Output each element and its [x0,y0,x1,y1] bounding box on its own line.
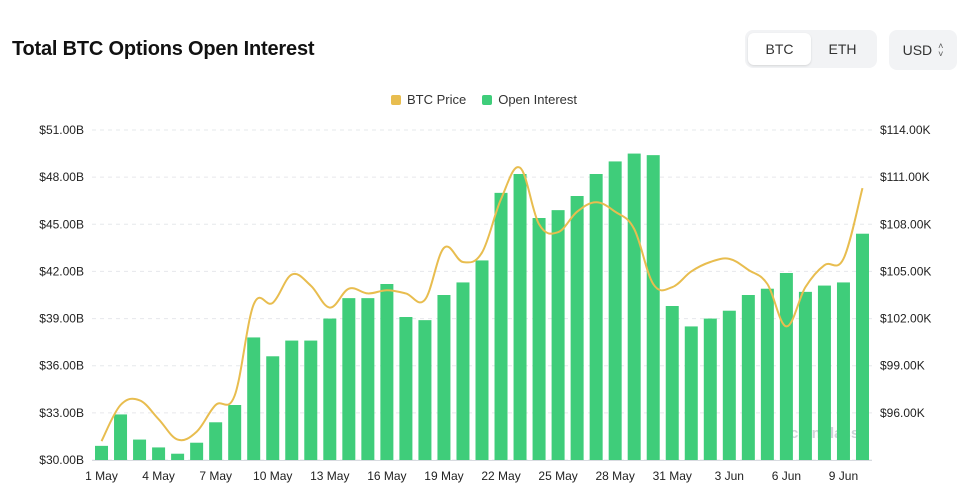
x-tick-label: 19 May [424,469,463,483]
open-interest-bar[interactable] [475,260,489,460]
open-interest-bar[interactable] [456,282,470,460]
y-left-tick-label: $39.00B [39,312,84,326]
open-interest-bar[interactable] [855,233,869,460]
eth-tab[interactable]: ETH [828,41,857,57]
currency-select[interactable]: USD ˄ ˅ [889,30,957,70]
x-tick-label: 6 Jun [772,469,801,483]
y-left-tick-label: $48.00B [39,170,84,184]
y-left-tick-label: $51.00B [39,123,84,137]
y-right-tick-label: $99.00K [880,359,925,373]
open-interest-bar[interactable] [304,340,318,460]
open-interest-bar[interactable] [513,174,527,460]
open-interest-bar[interactable] [684,326,698,460]
btc-price-line [100,166,864,442]
open-interest-bar[interactable] [627,153,641,461]
open-interest-bar[interactable] [722,310,736,460]
x-tick-label: 22 May [481,469,520,483]
open-interest-bar[interactable] [266,356,280,460]
open-interest-bar[interactable] [798,291,812,460]
open-interest-bar[interactable] [608,161,622,460]
open-interest-bar[interactable] [133,439,147,460]
y-left-tick-label: $42.00B [39,264,84,278]
currency-value: USD [902,42,933,58]
open-interest-bar[interactable] [209,422,223,460]
x-axis: 1 May 4 May 7 May 10 May 13 May 16 May 19 May 2… [85,460,872,483]
open-interest-bar[interactable] [494,192,508,460]
x-tick-label: 13 May [310,469,349,483]
legend-label-btc-price: BTC Price [406,92,467,107]
open-interest-bar[interactable] [589,174,603,460]
y-right-tick-label: $114.00K [880,123,931,137]
x-tick-label: 16 May [367,469,406,483]
open-interest-bar[interactable] [399,317,413,460]
y-right-tick-label: $102.00K [880,312,931,326]
open-interest-bar[interactable] [114,414,128,460]
x-tick-label: 1 May [85,469,118,483]
open-interest-bar[interactable] [836,282,850,460]
open-interest-bar[interactable] [247,337,261,460]
open-interest-bar[interactable] [703,318,717,460]
y-left-tick-label: $36.00B [39,359,84,373]
btc-tab[interactable]: BTC [748,33,811,65]
legend-swatch-btc-price [390,94,401,105]
x-tick-label: 31 May [653,469,692,483]
open-interest-bar[interactable] [817,285,831,460]
open-interest-bar[interactable] [570,196,584,460]
y-axis-right: $96.00K $99.00K $102.00K $105.00K $108.00K $1… [880,123,931,420]
y-right-tick-label: $111.00K [880,170,930,184]
open-interest-bar[interactable] [760,288,774,460]
open-interest-bar[interactable] [665,306,679,460]
open-interest-bar[interactable] [551,210,565,460]
legend-open-interest[interactable]: Open Interest [482,92,577,107]
open-interest-bar[interactable] [437,295,451,460]
x-tick-label: 25 May [538,469,577,483]
x-tick-label: 28 May [595,469,634,483]
x-tick-label: 4 May [142,469,175,483]
bars [95,153,869,461]
asset-toggle: BTC ETH [745,30,877,68]
open-interest-bar[interactable] [152,447,166,460]
up-down-chevron-icon: ˄ ˅ [938,41,944,59]
y-right-tick-label: $105.00K [880,264,931,278]
open-interest-bar[interactable] [342,298,356,460]
chart-legend: BTC Price Open Interest [0,92,968,107]
open-interest-bar[interactable] [418,320,432,460]
legend-btc-price[interactable]: BTC Price [390,92,467,107]
y-left-tick-label: $33.00B [39,406,84,420]
x-tick-label: 7 May [199,469,232,483]
open-interest-bar[interactable] [171,453,185,460]
page-title: Total BTC Options Open Interest [12,38,315,60]
open-interest-bar[interactable] [190,442,204,460]
y-left-tick-label: $30.00B [39,453,84,467]
open-interest-bar[interactable] [228,405,242,460]
open-interest-bar[interactable] [285,340,299,460]
y-right-tick-label: $96.00K [880,406,925,420]
y-left-tick-label: $45.00B [39,217,84,231]
open-interest-bar[interactable] [532,218,546,460]
x-tick-label: 9 Jun [829,469,858,483]
y-axis-left: $30.00B $33.00B $36.00B $39.00B $42.00B $45.0… [39,123,84,467]
x-tick-label: 10 May [253,469,292,483]
x-tick-label: 3 Jun [715,469,744,483]
open-interest-bar[interactable] [779,273,793,460]
open-interest-bar[interactable] [361,298,375,460]
open-interest-bar[interactable] [646,155,660,460]
y-right-tick-label: $108.00K [880,217,931,231]
open-interest-bar[interactable] [95,445,109,460]
open-interest-bar[interactable] [323,318,337,460]
open-interest-bar[interactable] [741,295,755,460]
open-interest-bar[interactable] [380,284,394,460]
legend-swatch-open-interest [482,94,493,105]
legend-label-open-interest: Open Interest [498,92,577,107]
